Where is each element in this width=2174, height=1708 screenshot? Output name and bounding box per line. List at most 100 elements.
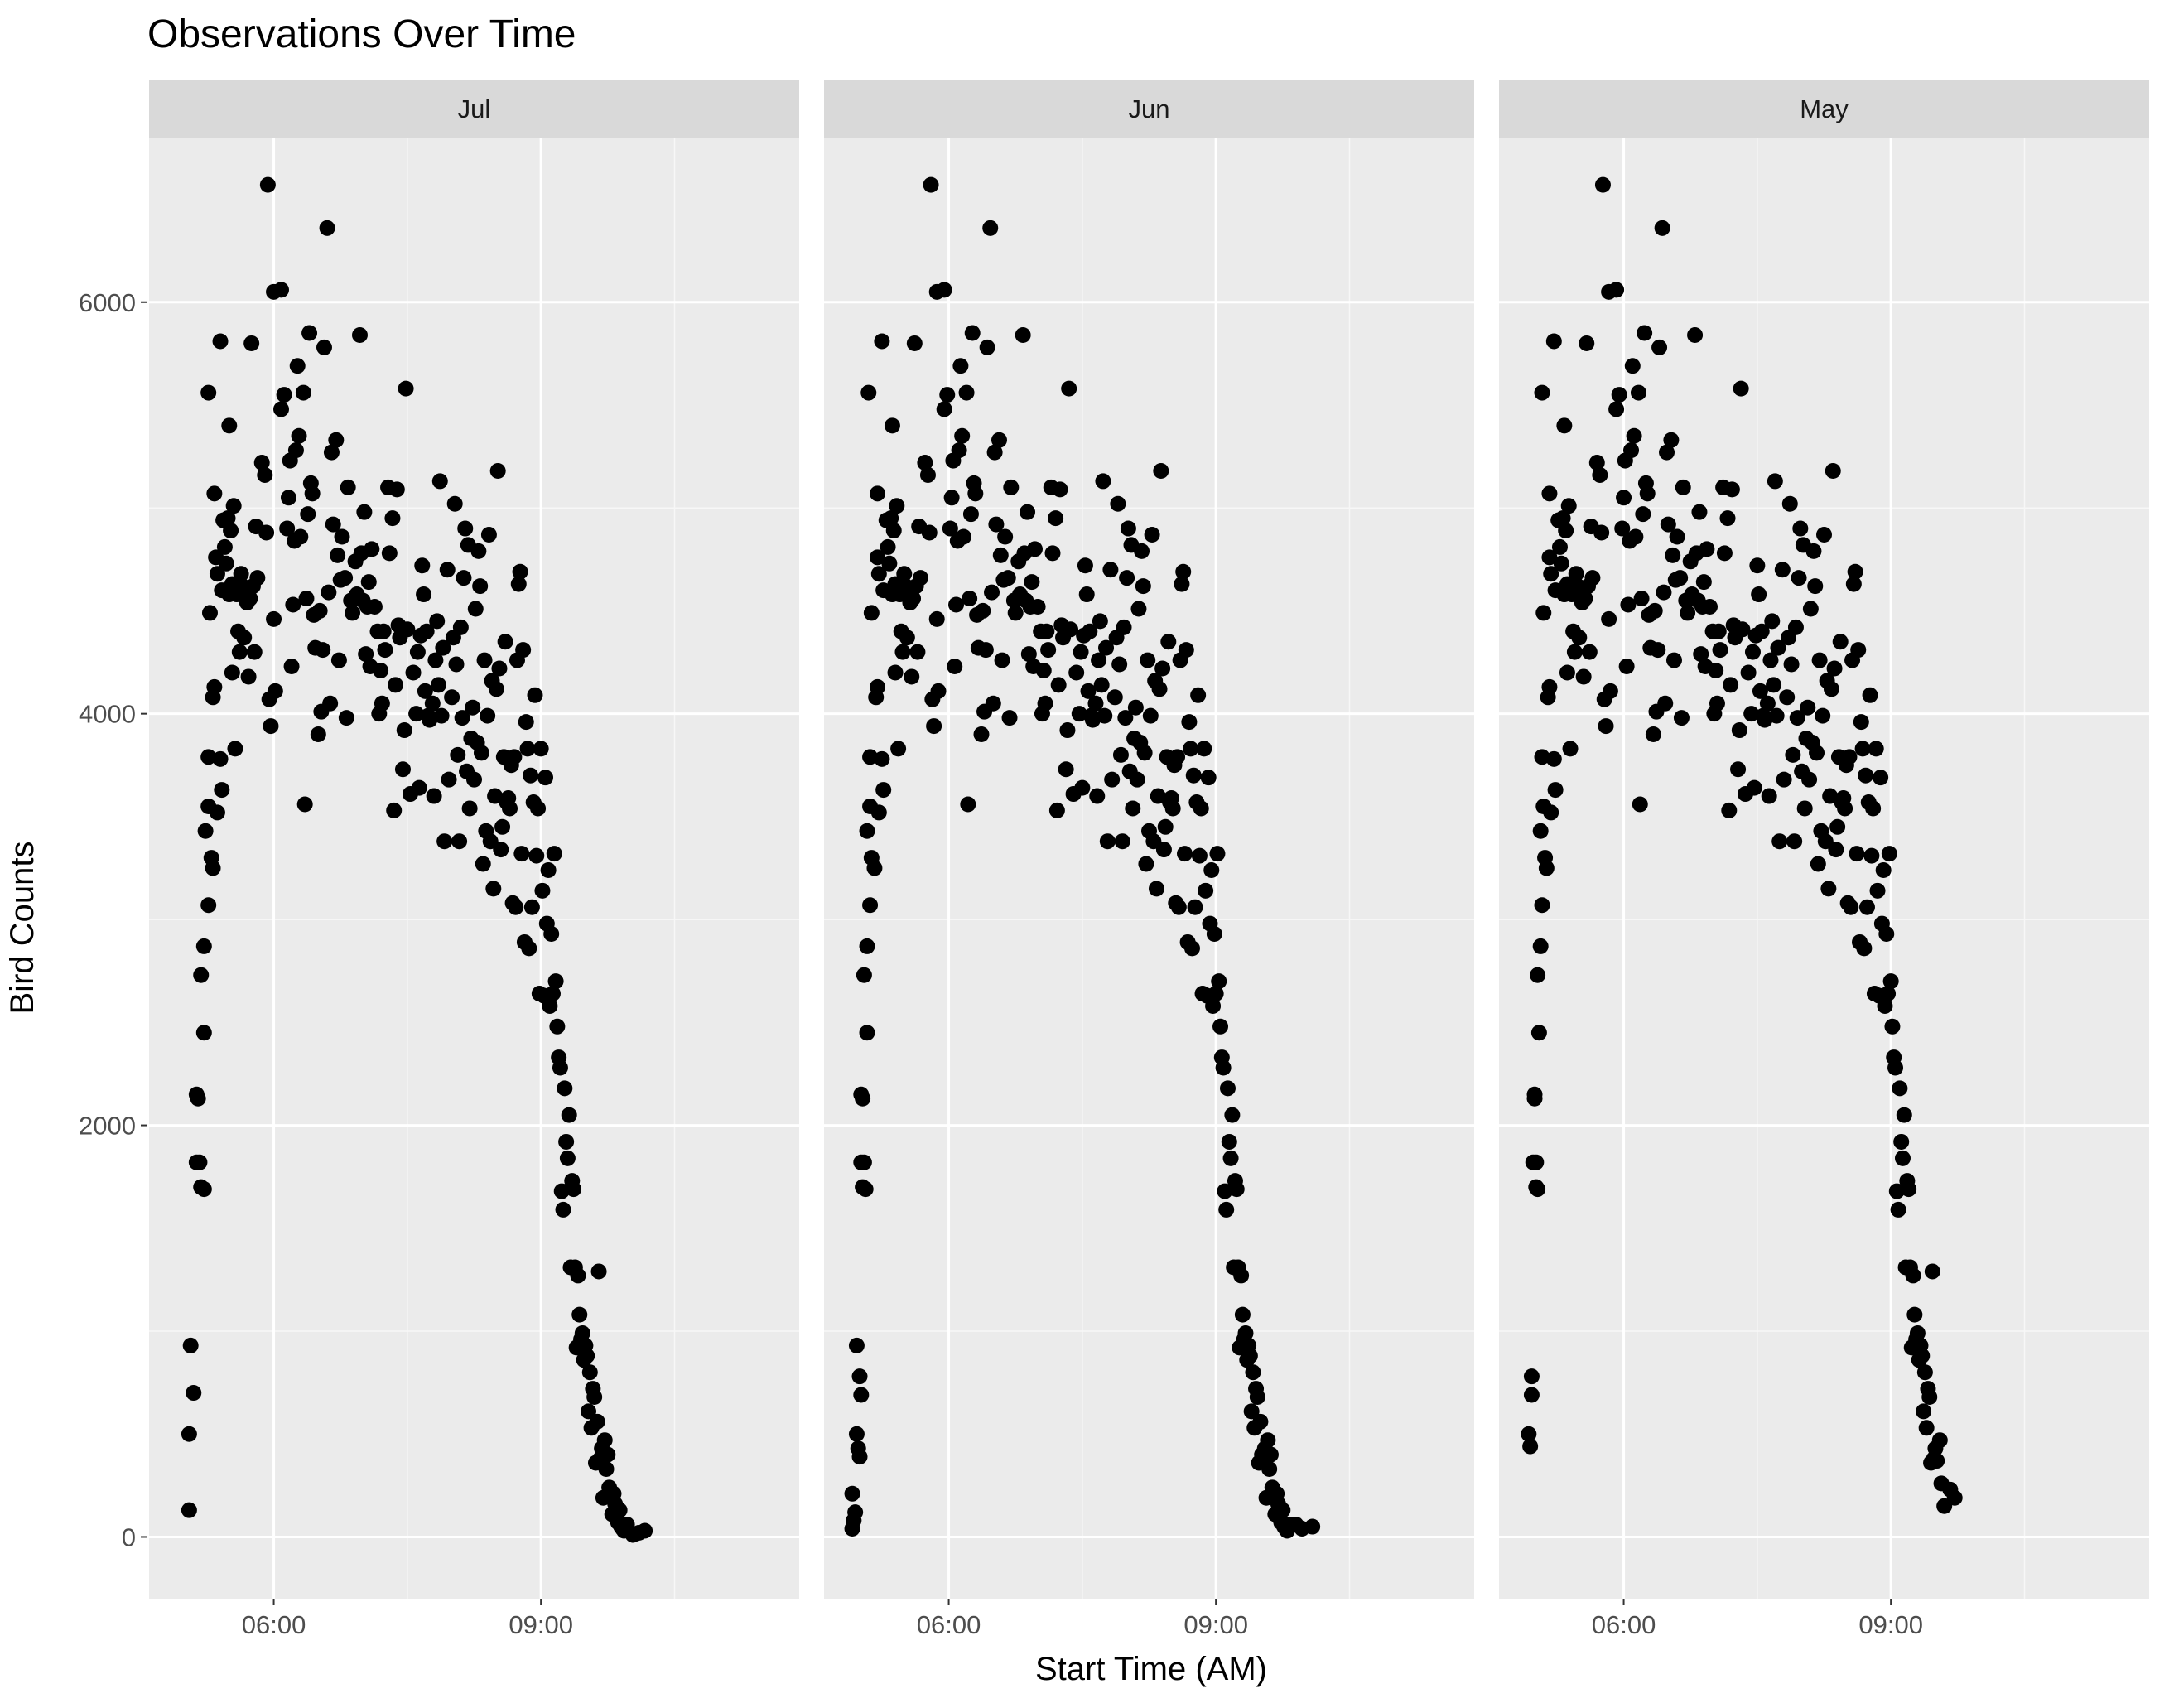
- data-point: [470, 543, 487, 559]
- data-point: [1680, 605, 1696, 621]
- data-point: [414, 557, 431, 574]
- data-point: [1029, 598, 1046, 615]
- data-point: [1767, 473, 1783, 490]
- data-point: [304, 485, 321, 502]
- panel-jun: Jun 06:00 09:00: [824, 80, 1474, 1639]
- data-point: [1218, 1201, 1235, 1218]
- data-point: [512, 563, 528, 580]
- data-point: [1893, 1133, 1910, 1150]
- data-point: [411, 779, 427, 796]
- data-point: [1538, 860, 1555, 876]
- data-point: [844, 1485, 860, 1502]
- data-point: [1193, 800, 1209, 817]
- data-point: [1764, 613, 1781, 630]
- data-point: [1117, 710, 1134, 726]
- y-tick-label: 2000: [79, 1112, 136, 1141]
- data-point: [181, 1502, 197, 1518]
- data-point: [1783, 656, 1800, 673]
- data-point: [473, 745, 489, 761]
- data-point: [896, 566, 913, 582]
- data-point: [266, 610, 282, 627]
- data-point: [1157, 818, 1174, 835]
- data-point: [889, 498, 905, 514]
- data-point: [1190, 687, 1207, 703]
- data-point: [1618, 659, 1635, 675]
- data-point: [1084, 712, 1101, 728]
- data-point: [472, 578, 489, 595]
- data-point: [454, 710, 470, 726]
- chart-title: Observations Over Time: [147, 12, 576, 56]
- data-point: [1721, 802, 1738, 818]
- data-point: [544, 986, 561, 1002]
- data-point: [1878, 926, 1895, 943]
- data-point: [1673, 710, 1690, 726]
- data-point: [928, 610, 945, 627]
- data-point: [979, 339, 995, 355]
- data-point: [1048, 802, 1065, 818]
- data-point: [1191, 847, 1208, 864]
- data-point: [506, 749, 523, 765]
- data-point: [316, 339, 332, 355]
- data-point: [467, 601, 484, 617]
- data-point: [1858, 767, 1874, 784]
- data-point: [912, 570, 928, 586]
- y-axis-title: Bird Counts: [4, 842, 41, 1015]
- data-point: [1551, 538, 1568, 555]
- data-point: [1026, 541, 1043, 557]
- data-point: [513, 846, 530, 862]
- y-axis: 0 2000 4000 6000: [79, 288, 147, 1551]
- data-point: [1837, 800, 1853, 817]
- data-point: [205, 860, 221, 876]
- facet-strip-label: Jul: [458, 94, 491, 123]
- data-point: [1929, 1453, 1945, 1469]
- data-point: [366, 598, 383, 615]
- data-point: [1144, 527, 1160, 543]
- data-point: [1177, 846, 1193, 862]
- data-point: [311, 602, 328, 619]
- data-point: [200, 384, 217, 401]
- data-point: [1106, 689, 1123, 706]
- data-point: [579, 1348, 595, 1364]
- data-point: [338, 710, 354, 726]
- data-point: [1104, 771, 1121, 788]
- data-point: [295, 384, 311, 401]
- data-point: [340, 479, 356, 495]
- data-point: [1906, 1306, 1923, 1323]
- data-point: [1602, 683, 1618, 699]
- data-point: [1687, 327, 1704, 344]
- data-point: [209, 804, 225, 821]
- data-point: [1209, 846, 1226, 862]
- data-point: [1187, 899, 1203, 915]
- data-point: [1759, 695, 1776, 712]
- x-tick-label: 06:00: [1592, 1610, 1656, 1639]
- x-tick-label: 09:00: [1183, 1610, 1248, 1639]
- data-point: [1532, 938, 1549, 954]
- data-point: [954, 427, 971, 444]
- data-point: [190, 1090, 206, 1107]
- data-point: [384, 510, 401, 527]
- data-point: [321, 584, 337, 601]
- data-point: [433, 707, 450, 724]
- data-point: [287, 442, 304, 459]
- data-point: [997, 528, 1014, 545]
- data-point: [1843, 899, 1859, 915]
- data-point: [1611, 387, 1627, 403]
- data-point: [988, 516, 1005, 533]
- data-point: [1584, 570, 1601, 586]
- data-point: [1862, 687, 1878, 703]
- data-point: [1675, 479, 1691, 495]
- data-point: [581, 1403, 597, 1420]
- data-point: [1119, 570, 1135, 586]
- data-point: [461, 800, 478, 817]
- data-point: [446, 495, 463, 512]
- facet-strip-label: Jun: [1129, 94, 1170, 123]
- data-point: [1815, 707, 1831, 724]
- data-point: [518, 714, 534, 731]
- data-point: [1646, 602, 1663, 619]
- data-point: [1635, 506, 1651, 523]
- data-point: [909, 644, 926, 660]
- data-point: [1095, 473, 1111, 490]
- data-point: [465, 699, 481, 716]
- data-point: [1946, 1489, 1963, 1506]
- data-point: [1909, 1324, 1926, 1341]
